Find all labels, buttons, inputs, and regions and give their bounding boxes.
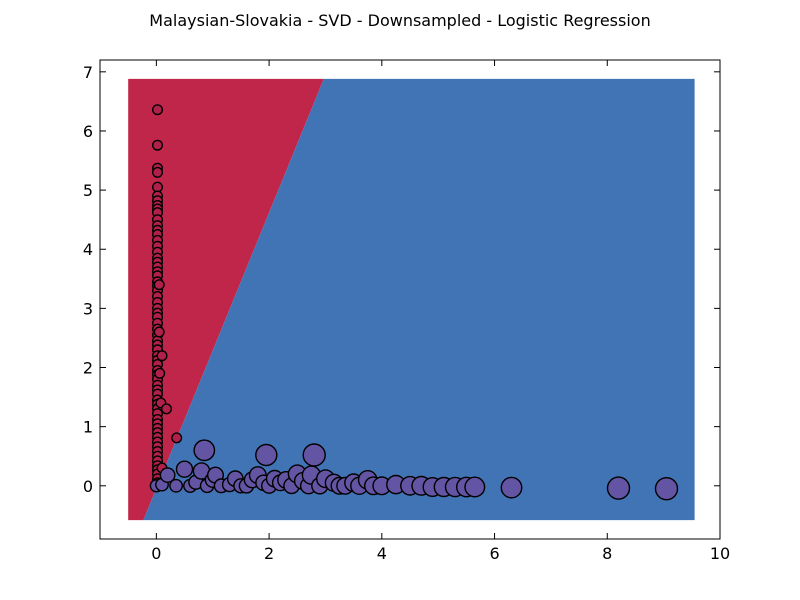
x-tick-label: 6 xyxy=(489,544,499,563)
data-point-class-0 xyxy=(171,432,183,444)
y-tick-label: 4 xyxy=(83,240,93,259)
data-point-class-0 xyxy=(154,367,166,379)
data-point-class-1 xyxy=(193,439,216,462)
y-axis: 0 1 2 3 4 5 6 7 xyxy=(83,63,720,496)
data-point-class-1 xyxy=(302,443,326,467)
data-point-class-0 xyxy=(151,139,163,151)
data-point-class-1 xyxy=(255,443,278,467)
data-point-class-0 xyxy=(156,350,168,362)
data-point-class-1 xyxy=(464,476,486,498)
plot-frame xyxy=(99,59,721,540)
data-point-class-0 xyxy=(153,326,165,338)
data-point-class-1 xyxy=(169,478,184,493)
region-class-0 xyxy=(128,78,324,521)
chart-title: Malaysian-Slovakia - SVD - Downsampled -… xyxy=(149,11,650,30)
y-tick-label: 5 xyxy=(83,181,93,200)
data-point-class-1 xyxy=(654,477,679,501)
region-class-1 xyxy=(143,78,695,521)
data-point-class-1 xyxy=(606,476,631,500)
data-point-class-0 xyxy=(151,166,163,178)
x-tick-label: 4 xyxy=(377,544,387,563)
x-tick-label: 0 xyxy=(151,544,161,563)
data-point-class-0 xyxy=(151,104,163,116)
x-axis: 0 2 4 6 8 10 xyxy=(151,60,730,563)
data-point-class-1 xyxy=(500,476,523,499)
y-tick-label: 6 xyxy=(83,122,93,141)
data-point-class-0 xyxy=(160,403,172,415)
y-tick-label: 2 xyxy=(83,359,93,378)
y-tick-label: 3 xyxy=(83,299,93,318)
data-point-class-0 xyxy=(153,279,165,291)
x-tick-label: 10 xyxy=(710,544,730,563)
y-tick-label: 7 xyxy=(83,63,93,82)
data-point-class-0 xyxy=(151,181,163,193)
plot-area xyxy=(128,78,695,521)
y-tick-label: 1 xyxy=(83,418,93,437)
x-tick-label: 8 xyxy=(602,544,612,563)
x-tick-label: 2 xyxy=(264,544,274,563)
data-point-class-1 xyxy=(159,467,176,483)
y-tick-label: 0 xyxy=(83,477,93,496)
data-points xyxy=(149,104,679,501)
data-point-class-1 xyxy=(175,460,194,478)
decision-regions xyxy=(128,78,695,521)
